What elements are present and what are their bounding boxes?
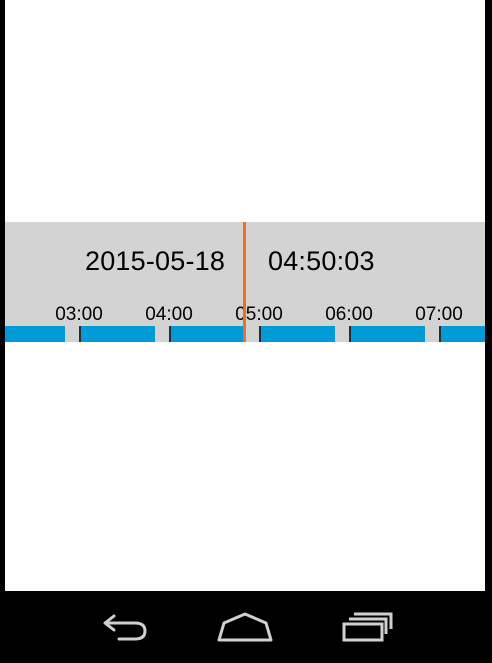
current-date: 2015-05-18 (85, 246, 225, 277)
tick-label-0400: 04:00 (145, 304, 193, 326)
recording-segment[interactable] (350, 326, 425, 342)
back-icon (97, 610, 153, 644)
recording-segment[interactable] (5, 326, 65, 342)
hour-marker (439, 326, 441, 342)
hour-marker (349, 326, 351, 342)
home-icon (216, 610, 274, 644)
recording-segment[interactable] (170, 326, 244, 342)
hour-marker (79, 326, 81, 342)
hour-marker (169, 326, 171, 342)
app-content: 2015-05-18 04:50:03 03:00 04:00 05:00 06… (5, 0, 485, 591)
back-button[interactable] (85, 605, 165, 649)
recording-segment[interactable] (80, 326, 155, 342)
recording-segment[interactable] (260, 326, 335, 342)
home-button[interactable] (205, 605, 285, 649)
hour-marker (259, 326, 261, 342)
android-nav-bar (0, 591, 492, 663)
timeline-panel[interactable]: 2015-05-18 04:50:03 03:00 04:00 05:00 06… (5, 222, 485, 342)
current-time: 04:50:03 (268, 246, 375, 277)
recent-apps-button[interactable] (327, 605, 407, 649)
tick-label-0600: 06:00 (325, 304, 373, 326)
tick-label-0300: 03:00 (55, 304, 103, 326)
tick-label-0700: 07:00 (415, 304, 463, 326)
recent-apps-icon (339, 610, 395, 644)
recording-segment[interactable] (440, 326, 485, 342)
playhead-cursor[interactable] (243, 222, 246, 342)
